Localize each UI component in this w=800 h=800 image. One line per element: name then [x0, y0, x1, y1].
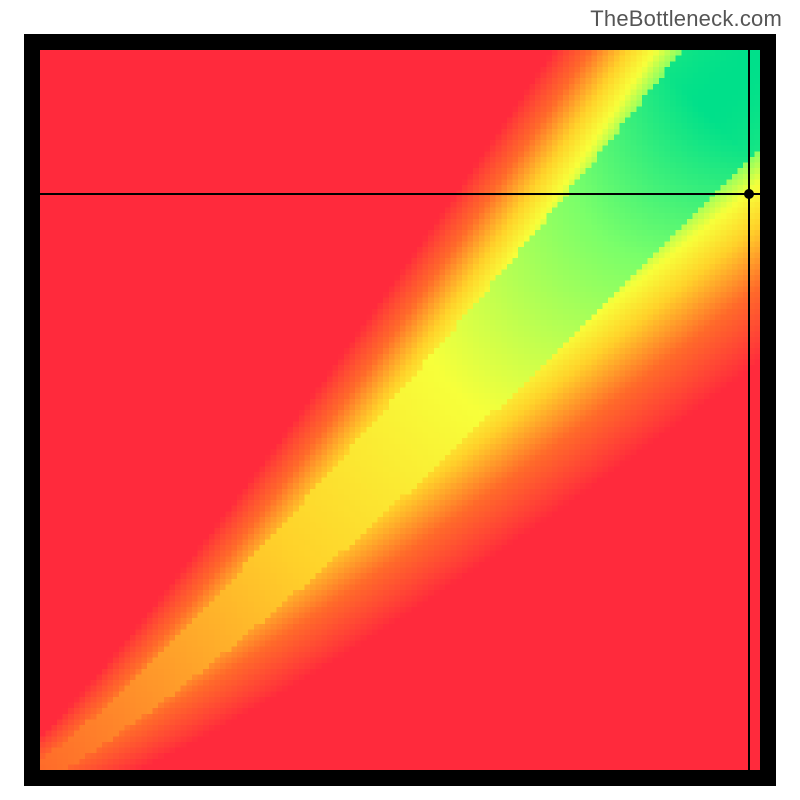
- bottleneck-heatmap: [40, 50, 760, 770]
- attribution-text: TheBottleneck.com: [590, 6, 782, 32]
- crosshair-marker: [744, 189, 754, 199]
- crosshair-vertical: [748, 50, 750, 770]
- crosshair-horizontal: [40, 193, 760, 195]
- bottleneck-heatmap-frame: [24, 34, 776, 786]
